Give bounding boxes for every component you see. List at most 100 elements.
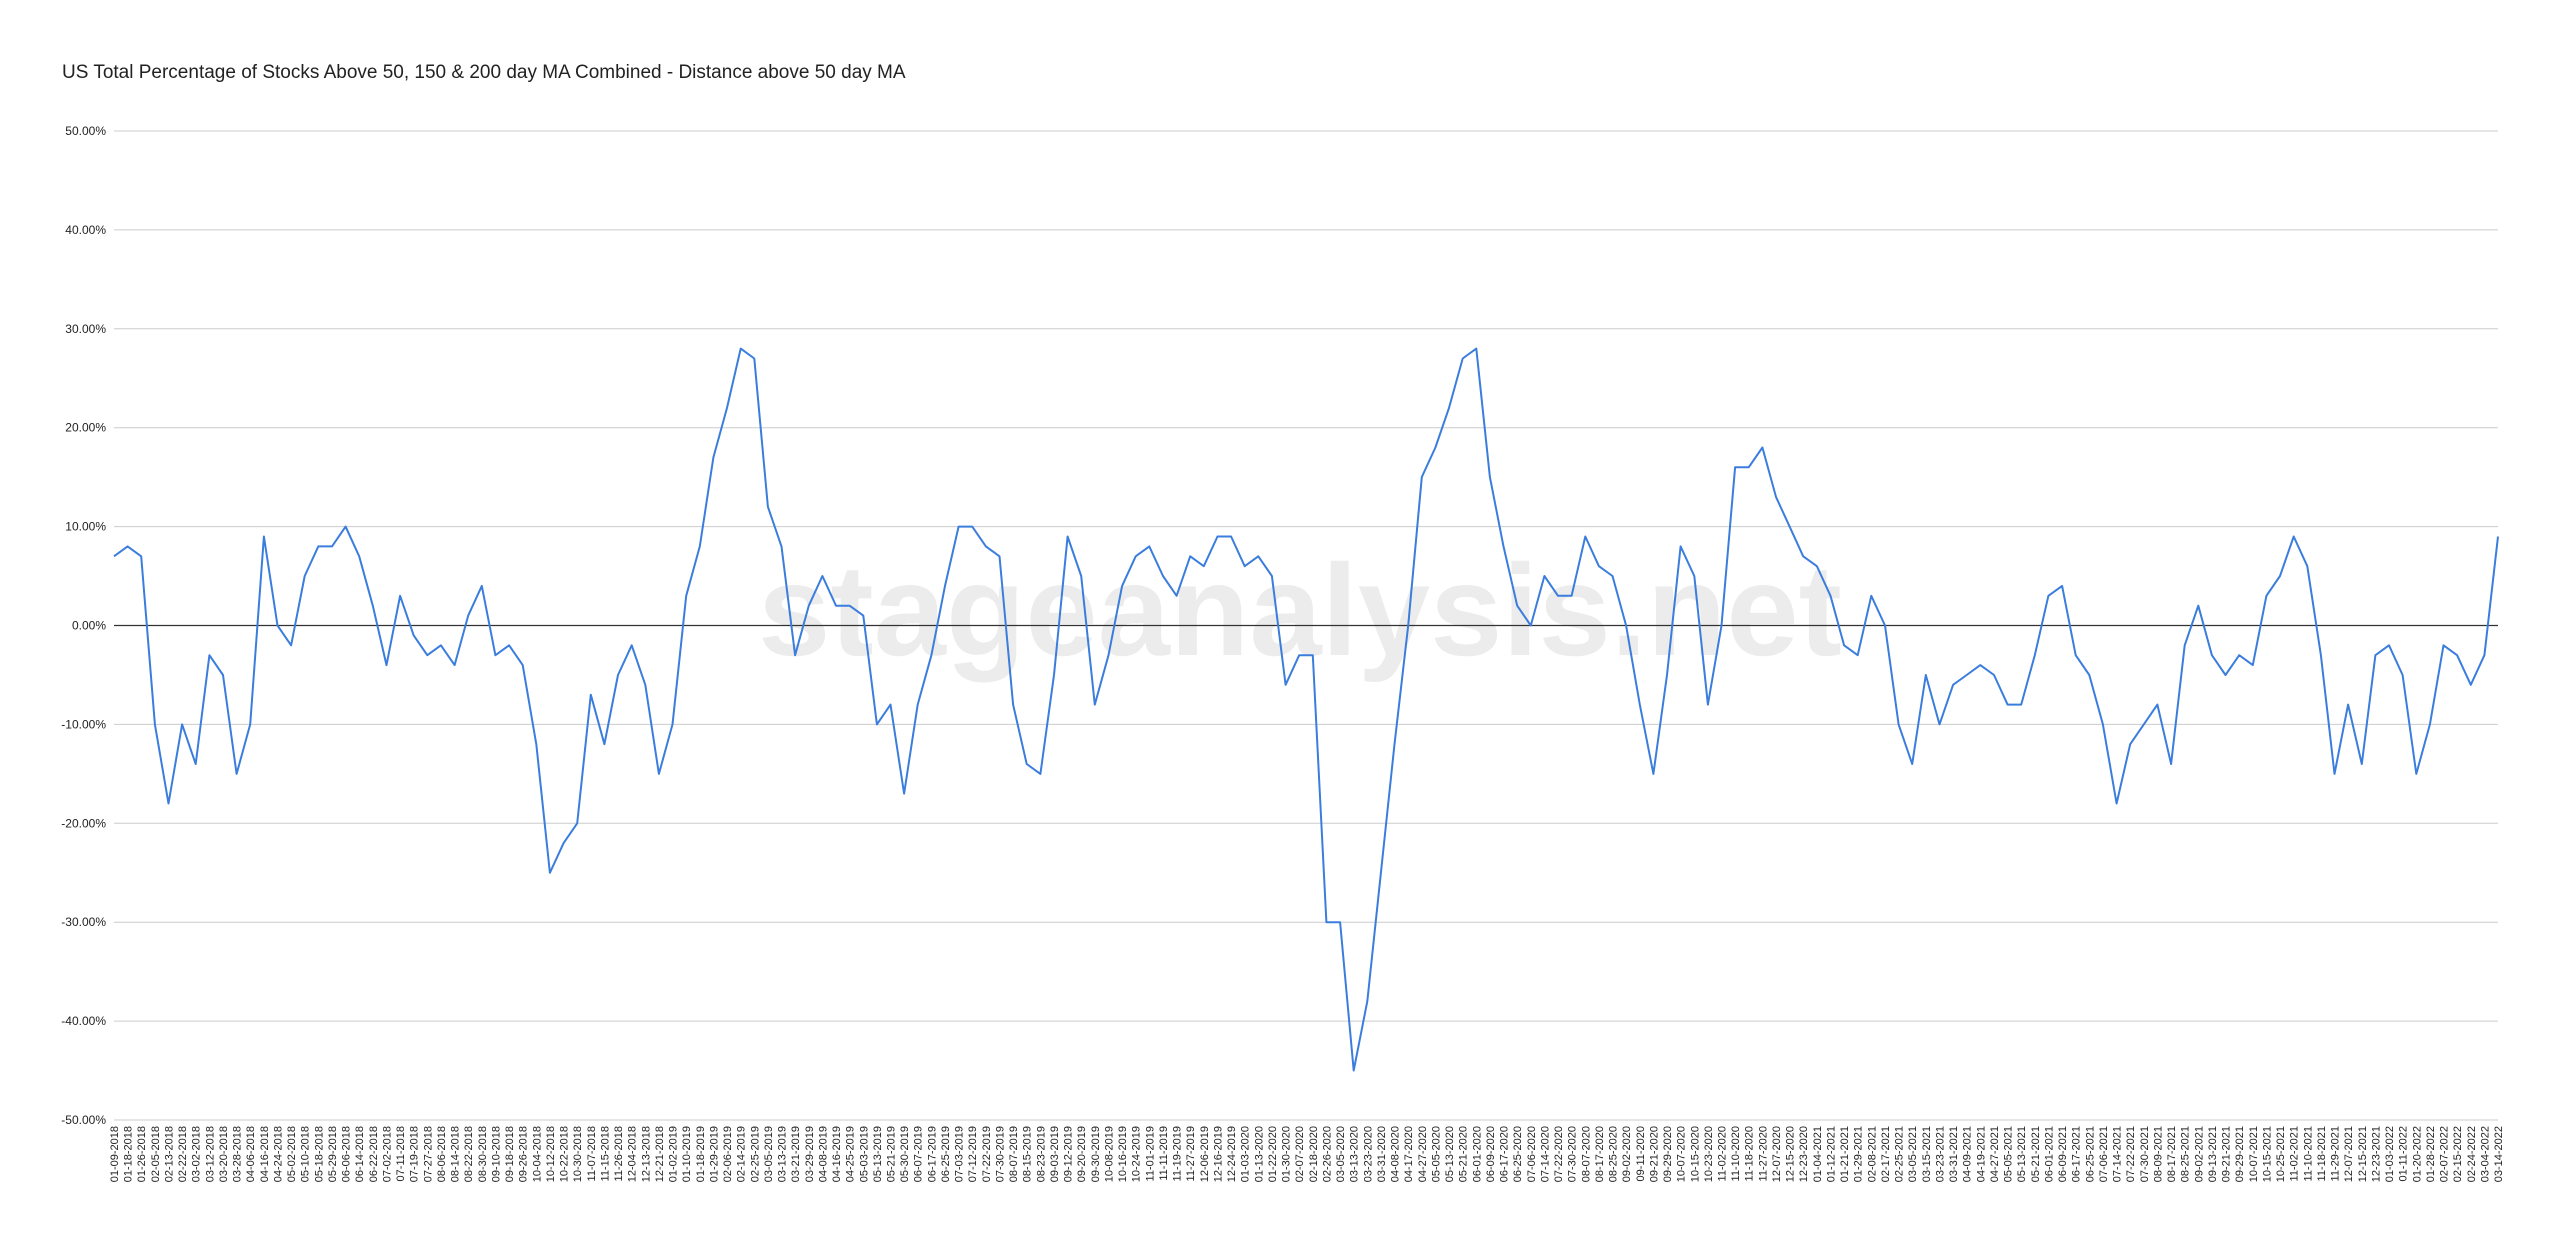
x-tick-label: 04-09-2021 (1962, 1126, 1974, 1182)
x-tick-label: 10-04-2018 (531, 1126, 543, 1182)
x-tick-label: 06-22-2018 (368, 1126, 380, 1182)
x-tick-label: 05-05-2020 (1430, 1126, 1442, 1182)
x-tick-label: 02-17-2021 (1880, 1126, 1892, 1182)
x-tick-label: 02-06-2019 (722, 1126, 734, 1182)
x-tick-label: 02-24-2022 (2466, 1126, 2478, 1182)
x-tick-label: 11-01-2019 (1144, 1126, 1156, 1181)
x-tick-label: 01-13-2020 (1253, 1126, 1265, 1182)
x-tick-label: 02-13-2018 (163, 1126, 175, 1182)
x-tick-label: 12-23-2020 (1798, 1126, 1810, 1182)
x-tick-label: 11-07-2018 (586, 1126, 598, 1181)
x-tick-label: 02-25-2019 (749, 1126, 761, 1182)
x-tick-label: 07-22-2020 (1553, 1126, 1565, 1182)
x-tick-label: 07-30-2019 (994, 1126, 1006, 1182)
x-tick-label: 12-16-2019 (1212, 1126, 1224, 1182)
x-tick-label: 04-16-2019 (831, 1126, 843, 1182)
y-tick-label: -10.00% (61, 717, 106, 731)
x-tick-label: 07-12-2019 (967, 1126, 979, 1182)
x-tick-label: 04-08-2019 (817, 1126, 829, 1182)
x-tick-label: 04-27-2020 (1417, 1126, 1429, 1182)
x-tick-label: 05-13-2020 (1444, 1126, 1456, 1182)
x-tick-label: 01-26-2018 (136, 1126, 148, 1182)
y-tick-label: 0.00% (72, 619, 106, 633)
y-tick-label: -30.00% (61, 915, 106, 929)
x-tick-label: 01-10-2019 (681, 1126, 693, 1182)
x-tick-label: 06-17-2020 (1499, 1126, 1511, 1182)
x-tick-label: 10-08-2019 (1103, 1126, 1115, 1182)
x-tick-label: 06-17-2019 (926, 1126, 938, 1182)
x-tick-label: 12-15-2020 (1785, 1126, 1797, 1182)
x-tick-label: 03-05-2021 (1907, 1126, 1919, 1182)
x-tick-label: 03-20-2018 (218, 1126, 230, 1182)
x-tick-label: 12-07-2020 (1771, 1126, 1783, 1182)
x-tick-label: 06-25-2020 (1512, 1126, 1524, 1182)
x-tick-label: 08-25-2020 (1608, 1126, 1620, 1182)
x-tick-label: 09-11-2020 (1635, 1126, 1647, 1181)
x-tick-label: 05-18-2018 (313, 1126, 325, 1182)
x-tick-label: 08-06-2018 (436, 1126, 448, 1182)
y-tick-label: 40.00% (65, 223, 106, 237)
watermark: stageanalysis.net (758, 537, 1842, 683)
x-tick-label: 05-21-2020 (1458, 1126, 1470, 1182)
x-tick-label: 04-25-2019 (845, 1126, 857, 1182)
y-tick-label: 20.00% (65, 421, 106, 435)
x-tick-label: 09-02-2021 (2193, 1126, 2205, 1182)
x-tick-label: 09-10-2018 (490, 1126, 502, 1182)
x-tick-label: 01-12-2021 (1825, 1126, 1837, 1182)
x-tick-label: 02-18-2020 (1308, 1126, 1320, 1182)
x-tick-label: 06-09-2021 (2057, 1126, 2069, 1182)
x-tick-label: 11-02-2021 (2289, 1126, 2301, 1181)
x-tick-label: 06-07-2019 (913, 1126, 925, 1182)
x-tick-label: 09-18-2018 (504, 1126, 516, 1182)
x-tick-label: 10-16-2019 (1117, 1126, 1129, 1182)
y-tick-label: 10.00% (65, 520, 106, 534)
x-tick-label: 03-14-2022 (2493, 1126, 2505, 1182)
x-tick-label: 04-06-2018 (245, 1126, 257, 1182)
x-tick-label: 04-27-2021 (1989, 1126, 2001, 1182)
x-tick-label: 12-07-2021 (2343, 1126, 2355, 1182)
x-tick-label: 01-30-2020 (1281, 1126, 1293, 1182)
x-tick-label: 07-22-2021 (2125, 1126, 2137, 1182)
x-tick-label: 11-15-2018 (599, 1126, 611, 1181)
x-tick-label: 07-22-2019 (981, 1126, 993, 1182)
x-tick-label: 04-16-2018 (259, 1126, 271, 1182)
x-tick-label: 03-23-2021 (1934, 1126, 1946, 1182)
x-tick-label: 10-30-2018 (572, 1126, 584, 1182)
x-tick-label: 02-22-2018 (177, 1126, 189, 1182)
x-tick-label: 08-30-2018 (477, 1126, 489, 1182)
x-tick-label: 06-17-2021 (2071, 1126, 2083, 1182)
x-tick-label: 09-12-2019 (1063, 1126, 1075, 1182)
x-tick-label: 01-03-2022 (2384, 1126, 2396, 1182)
x-tick-label: 03-15-2021 (1921, 1126, 1933, 1182)
x-tick-label: 05-10-2018 (300, 1126, 312, 1182)
x-tick-label: 09-26-2018 (518, 1126, 530, 1182)
x-tick-label: 03-31-2020 (1376, 1126, 1388, 1182)
x-tick-label: 05-29-2018 (327, 1126, 339, 1182)
x-tick-label: 02-08-2021 (1866, 1126, 1878, 1182)
x-tick-label: 10-15-2021 (2261, 1126, 2273, 1182)
x-tick-label: 03-02-2018 (191, 1126, 203, 1182)
x-tick-label: 01-29-2019 (708, 1126, 720, 1182)
x-tick-label: 03-23-2020 (1362, 1126, 1374, 1182)
x-tick-label: 11-11-2019 (1158, 1126, 1170, 1181)
x-tick-label: 02-15-2022 (2452, 1126, 2464, 1182)
x-tick-label: 12-06-2019 (1199, 1126, 1211, 1182)
x-tick-label: 04-24-2018 (272, 1126, 284, 1182)
x-tick-label: 07-19-2018 (409, 1126, 421, 1182)
x-tick-label: 05-21-2021 (2030, 1126, 2042, 1182)
data-line (113, 347, 2499, 1072)
x-tick-label: 05-03-2019 (858, 1126, 870, 1182)
x-tick-label: 12-13-2018 (640, 1126, 652, 1182)
x-tick-label: 03-13-2020 (1349, 1126, 1361, 1182)
y-tick-label: -20.00% (61, 816, 106, 830)
x-tick-label: 07-11-2018 (395, 1126, 407, 1181)
x-tick-label: 08-14-2018 (450, 1126, 462, 1182)
x-tick-label: 06-09-2020 (1485, 1126, 1497, 1182)
x-tick-label: 07-27-2018 (422, 1126, 434, 1182)
x-tick-label: 02-07-2022 (2439, 1126, 2451, 1182)
x-tick-label: 04-19-2021 (1975, 1126, 1987, 1182)
x-tick-label: 08-07-2019 (1008, 1126, 1020, 1182)
x-tick-label: 12-24-2019 (1226, 1126, 1238, 1182)
x-tick-label: 02-05-2018 (150, 1126, 162, 1182)
